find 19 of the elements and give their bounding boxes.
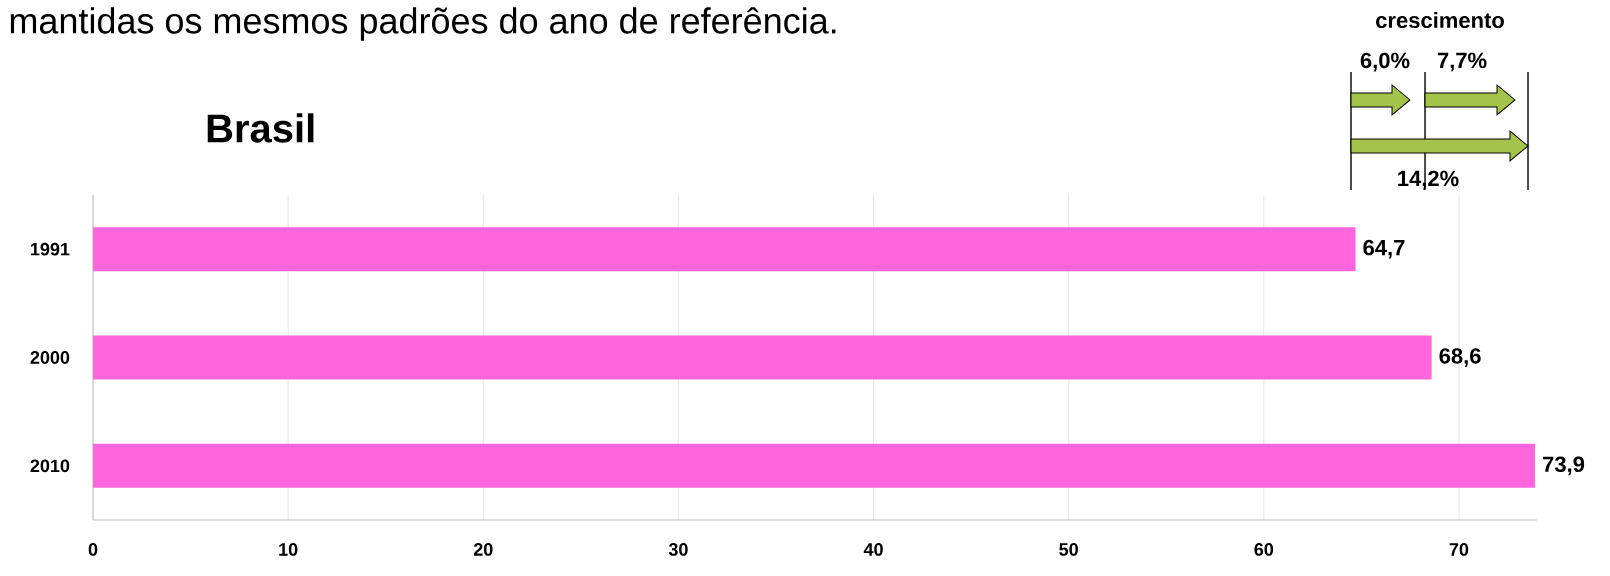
x-tick-label: 40 — [863, 543, 883, 556]
x-tick-label: 10 — [279, 543, 298, 556]
x-tick-label: 50 — [1059, 543, 1078, 556]
data-label: 64,7 — [1363, 239, 1405, 259]
x-tick-label: 30 — [668, 543, 688, 556]
y-tick-label: 1991 — [31, 242, 70, 256]
text: crescimento — [1376, 11, 1504, 29]
text: 7,7% — [1437, 52, 1487, 72]
chart-title: Brasil — [207, 113, 314, 143]
text: mantidas os mesmos padrões do ano de referência. — [10, 7, 836, 41]
text: 6,0% — [1360, 52, 1410, 72]
x-tick-label: 20 — [473, 543, 493, 556]
data-label: 73,9 — [1543, 456, 1585, 476]
x-tick-label: 70 — [1449, 543, 1469, 556]
y-tick-label: 2000 — [30, 351, 70, 364]
x-tick-label: 0 — [88, 543, 98, 556]
x-tick-label: 60 — [1254, 543, 1274, 556]
data-label: 68,6 — [1439, 348, 1481, 367]
y-tick-label: 2010 — [30, 459, 70, 473]
